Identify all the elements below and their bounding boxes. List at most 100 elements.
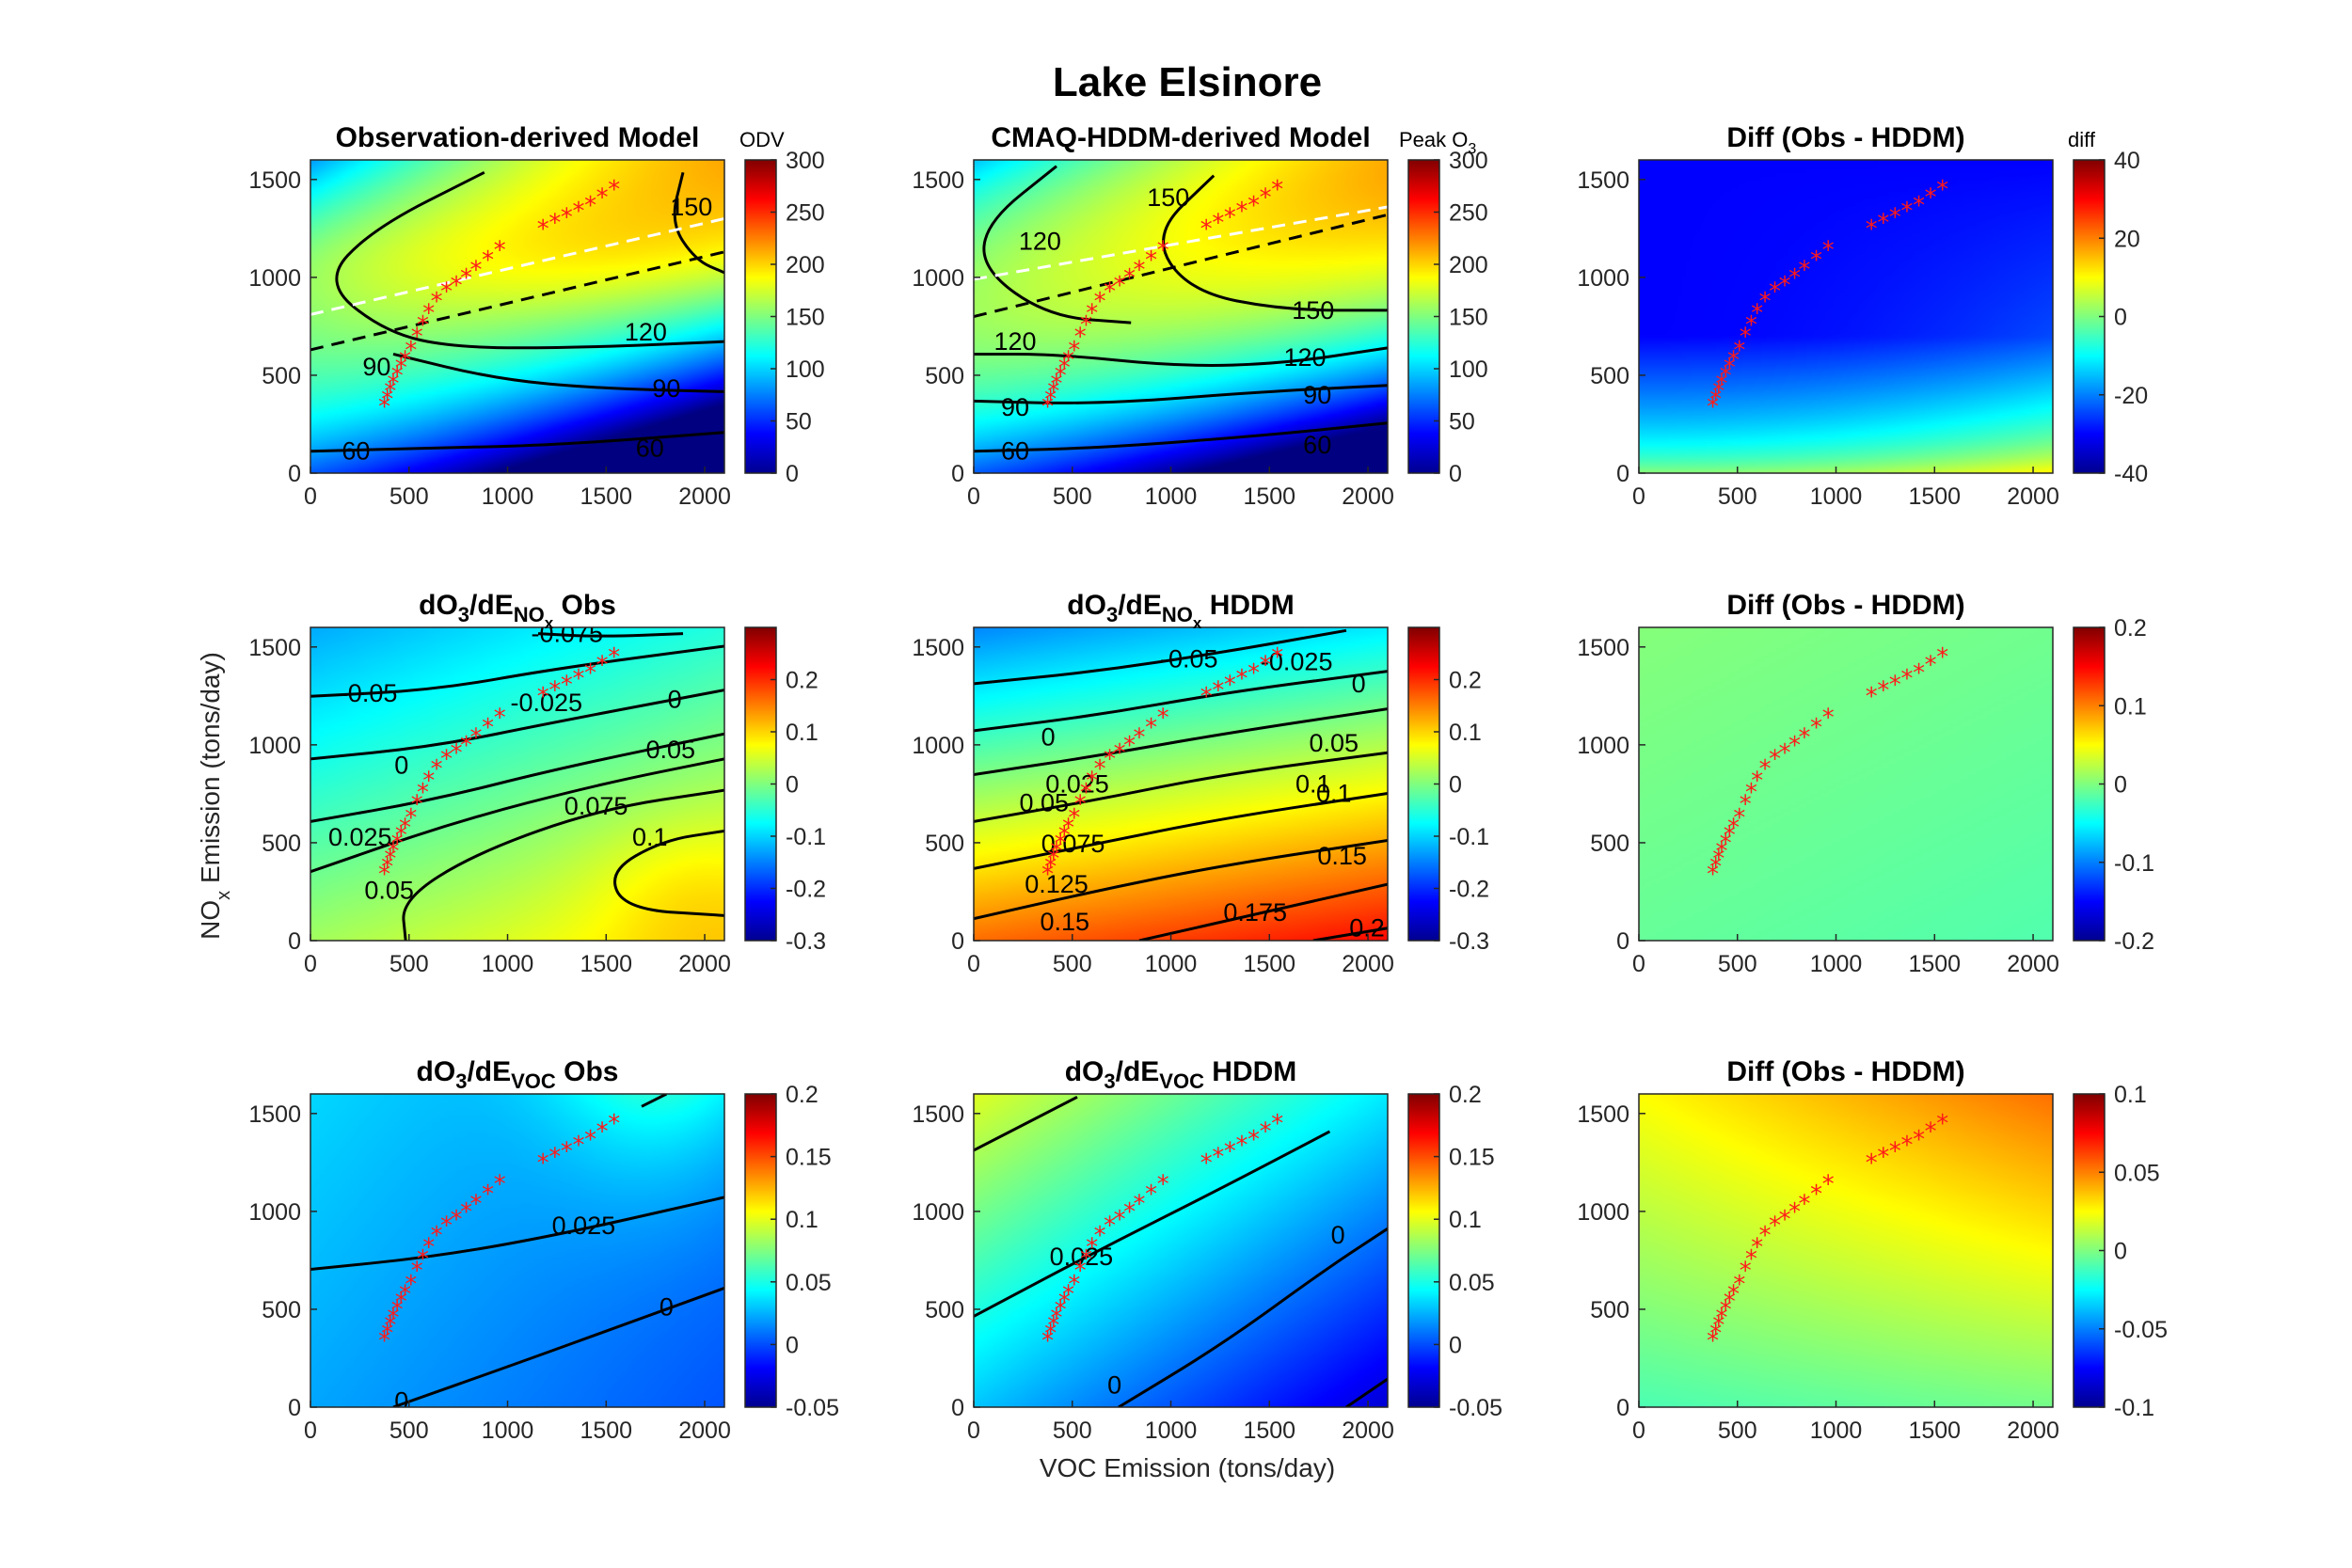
contour-label: 0.05 [1020, 788, 1070, 816]
contour-label: 0 [394, 752, 408, 780]
contour-label: 0 [1107, 1371, 1121, 1400]
trajectory-marker: * [1899, 665, 1915, 693]
x-tick-label: 2000 [678, 951, 731, 977]
trajectory-marker: * [535, 1149, 550, 1178]
trajectory-marker: * [1718, 362, 1733, 390]
trajectory-marker: * [377, 1327, 392, 1355]
contour-label: 0.1 [1316, 779, 1352, 807]
x-tick-label: 1000 [482, 951, 534, 977]
trajectory-marker: * [383, 378, 398, 406]
colorbar-tick-label: 200 [1449, 252, 1488, 278]
trajectory-marker: * [439, 277, 454, 306]
trajectory-marker: * [1144, 714, 1159, 742]
trajectory-marker: * [1049, 837, 1064, 865]
trajectory-marker: * [1718, 830, 1733, 858]
colorbar-tick-label: 0.1 [786, 1207, 818, 1233]
y-tick-label: 1500 [248, 1101, 301, 1128]
trajectory-marker: * [1049, 370, 1064, 398]
colorbar-tick-label: 0 [1449, 1332, 1462, 1358]
trajectory-marker: * [1234, 665, 1249, 693]
trajectory-marker: * [571, 1132, 586, 1160]
trajectory-marker: * [380, 1320, 395, 1348]
x-tick-label: 1500 [580, 1418, 632, 1444]
contour-label: 0.025 [328, 823, 392, 851]
trajectory-marker: * [439, 1212, 454, 1240]
contour-label: 0.15 [1041, 908, 1090, 936]
trajectory-marker: * [1085, 1233, 1100, 1261]
contour-line [974, 838, 1388, 921]
panel-title: dO3/dEVOC Obs [417, 1056, 619, 1093]
y-tick-label: 500 [925, 363, 964, 389]
trajectory-marker: * [459, 1198, 474, 1227]
x-tick-label: 0 [304, 951, 317, 977]
y-tick-label: 500 [925, 1297, 964, 1323]
trajectory-marker: * [1935, 643, 1950, 672]
x-tick-label: 2000 [1342, 1418, 1394, 1444]
trajectory-marker: * [421, 299, 437, 327]
contour-label: 90 [362, 353, 390, 381]
trajectory-marker: * [1726, 346, 1741, 374]
x-tick-label: 0 [1632, 1418, 1645, 1444]
y-tick-label: 0 [288, 928, 301, 955]
colorbar-tick-label: 0 [1449, 461, 1462, 487]
trajectory-marker: * [398, 1280, 413, 1308]
trajectory-marker: * [386, 1304, 401, 1332]
trajectory-marker: * [1046, 1312, 1061, 1340]
trajectory-marker: * [595, 1118, 610, 1147]
trajectory-marker: * [481, 714, 496, 742]
panel-6: *************************0 500 1000 1500 200… [1577, 590, 2154, 977]
trajectory-marker: * [1057, 1289, 1073, 1317]
trajectory-marker: * [548, 1144, 563, 1172]
trajectory-marker: * [1726, 1280, 1741, 1308]
trajectory-marker: * [1768, 277, 1783, 306]
trajectory-marker: * [1041, 1327, 1056, 1355]
trajectory-marker: * [459, 264, 474, 293]
trajectory-marker: * [404, 1271, 419, 1299]
colorbar-tick-label: 50 [786, 409, 812, 436]
trajectory-marker: * [1223, 671, 1238, 699]
x-tick-label: 1500 [580, 951, 632, 977]
y-tick-label: 500 [262, 1297, 301, 1323]
trajectory-marker: * [1061, 814, 1076, 842]
trajectory-marker: * [481, 246, 496, 275]
trajectory-marker: * [386, 370, 401, 398]
colorbar [744, 1093, 777, 1408]
contour-label: 120 [625, 318, 667, 346]
trajectory-marker: * [1112, 272, 1127, 300]
x-tick-label: 1000 [1810, 1418, 1863, 1444]
panel-1: 60 609090120150*************************0… [248, 122, 824, 510]
contour-line [974, 792, 1388, 870]
x-tick-label: 1000 [1145, 483, 1198, 510]
colorbar-tick-label: 0.2 [2114, 615, 2147, 641]
colorbar-tick-label: -0.1 [2114, 1395, 2154, 1421]
trajectory-marker: * [1888, 671, 1903, 699]
trajectory-marker: * [1923, 652, 1938, 680]
trajectory-marker: * [1043, 386, 1058, 414]
colorbar-title: ODV [739, 128, 785, 151]
trajectory-marker: * [1899, 198, 1915, 226]
x-tick-label: 0 [304, 483, 317, 510]
contour-label: 0.025 [552, 1212, 616, 1240]
trajectory-marker: * [1122, 1198, 1137, 1227]
trajectory-marker: * [394, 355, 409, 383]
trajectory-marker: * [1079, 311, 1094, 340]
trajectory-marker: * [1223, 203, 1238, 231]
trajectory-marker: * [1061, 1280, 1076, 1308]
colorbar-tick-label: 300 [786, 148, 825, 174]
contour-line [974, 384, 1388, 404]
trajectory-marker: * [1155, 705, 1170, 733]
contour-label: -0.025 [1261, 648, 1333, 676]
ridge-line [310, 216, 724, 316]
trajectory-marker: * [1876, 677, 1891, 705]
trajectory-marker: * [1234, 1132, 1249, 1160]
trajectory-marker: * [560, 671, 575, 699]
trajectory-marker: * [1112, 739, 1127, 768]
contour-line [310, 757, 724, 874]
panel-title: Diff (Obs - HDDM) [1726, 1056, 1964, 1087]
y-axis-label: NOx Emission (tons/day) [196, 652, 234, 940]
contour-label: 60 [636, 434, 664, 462]
